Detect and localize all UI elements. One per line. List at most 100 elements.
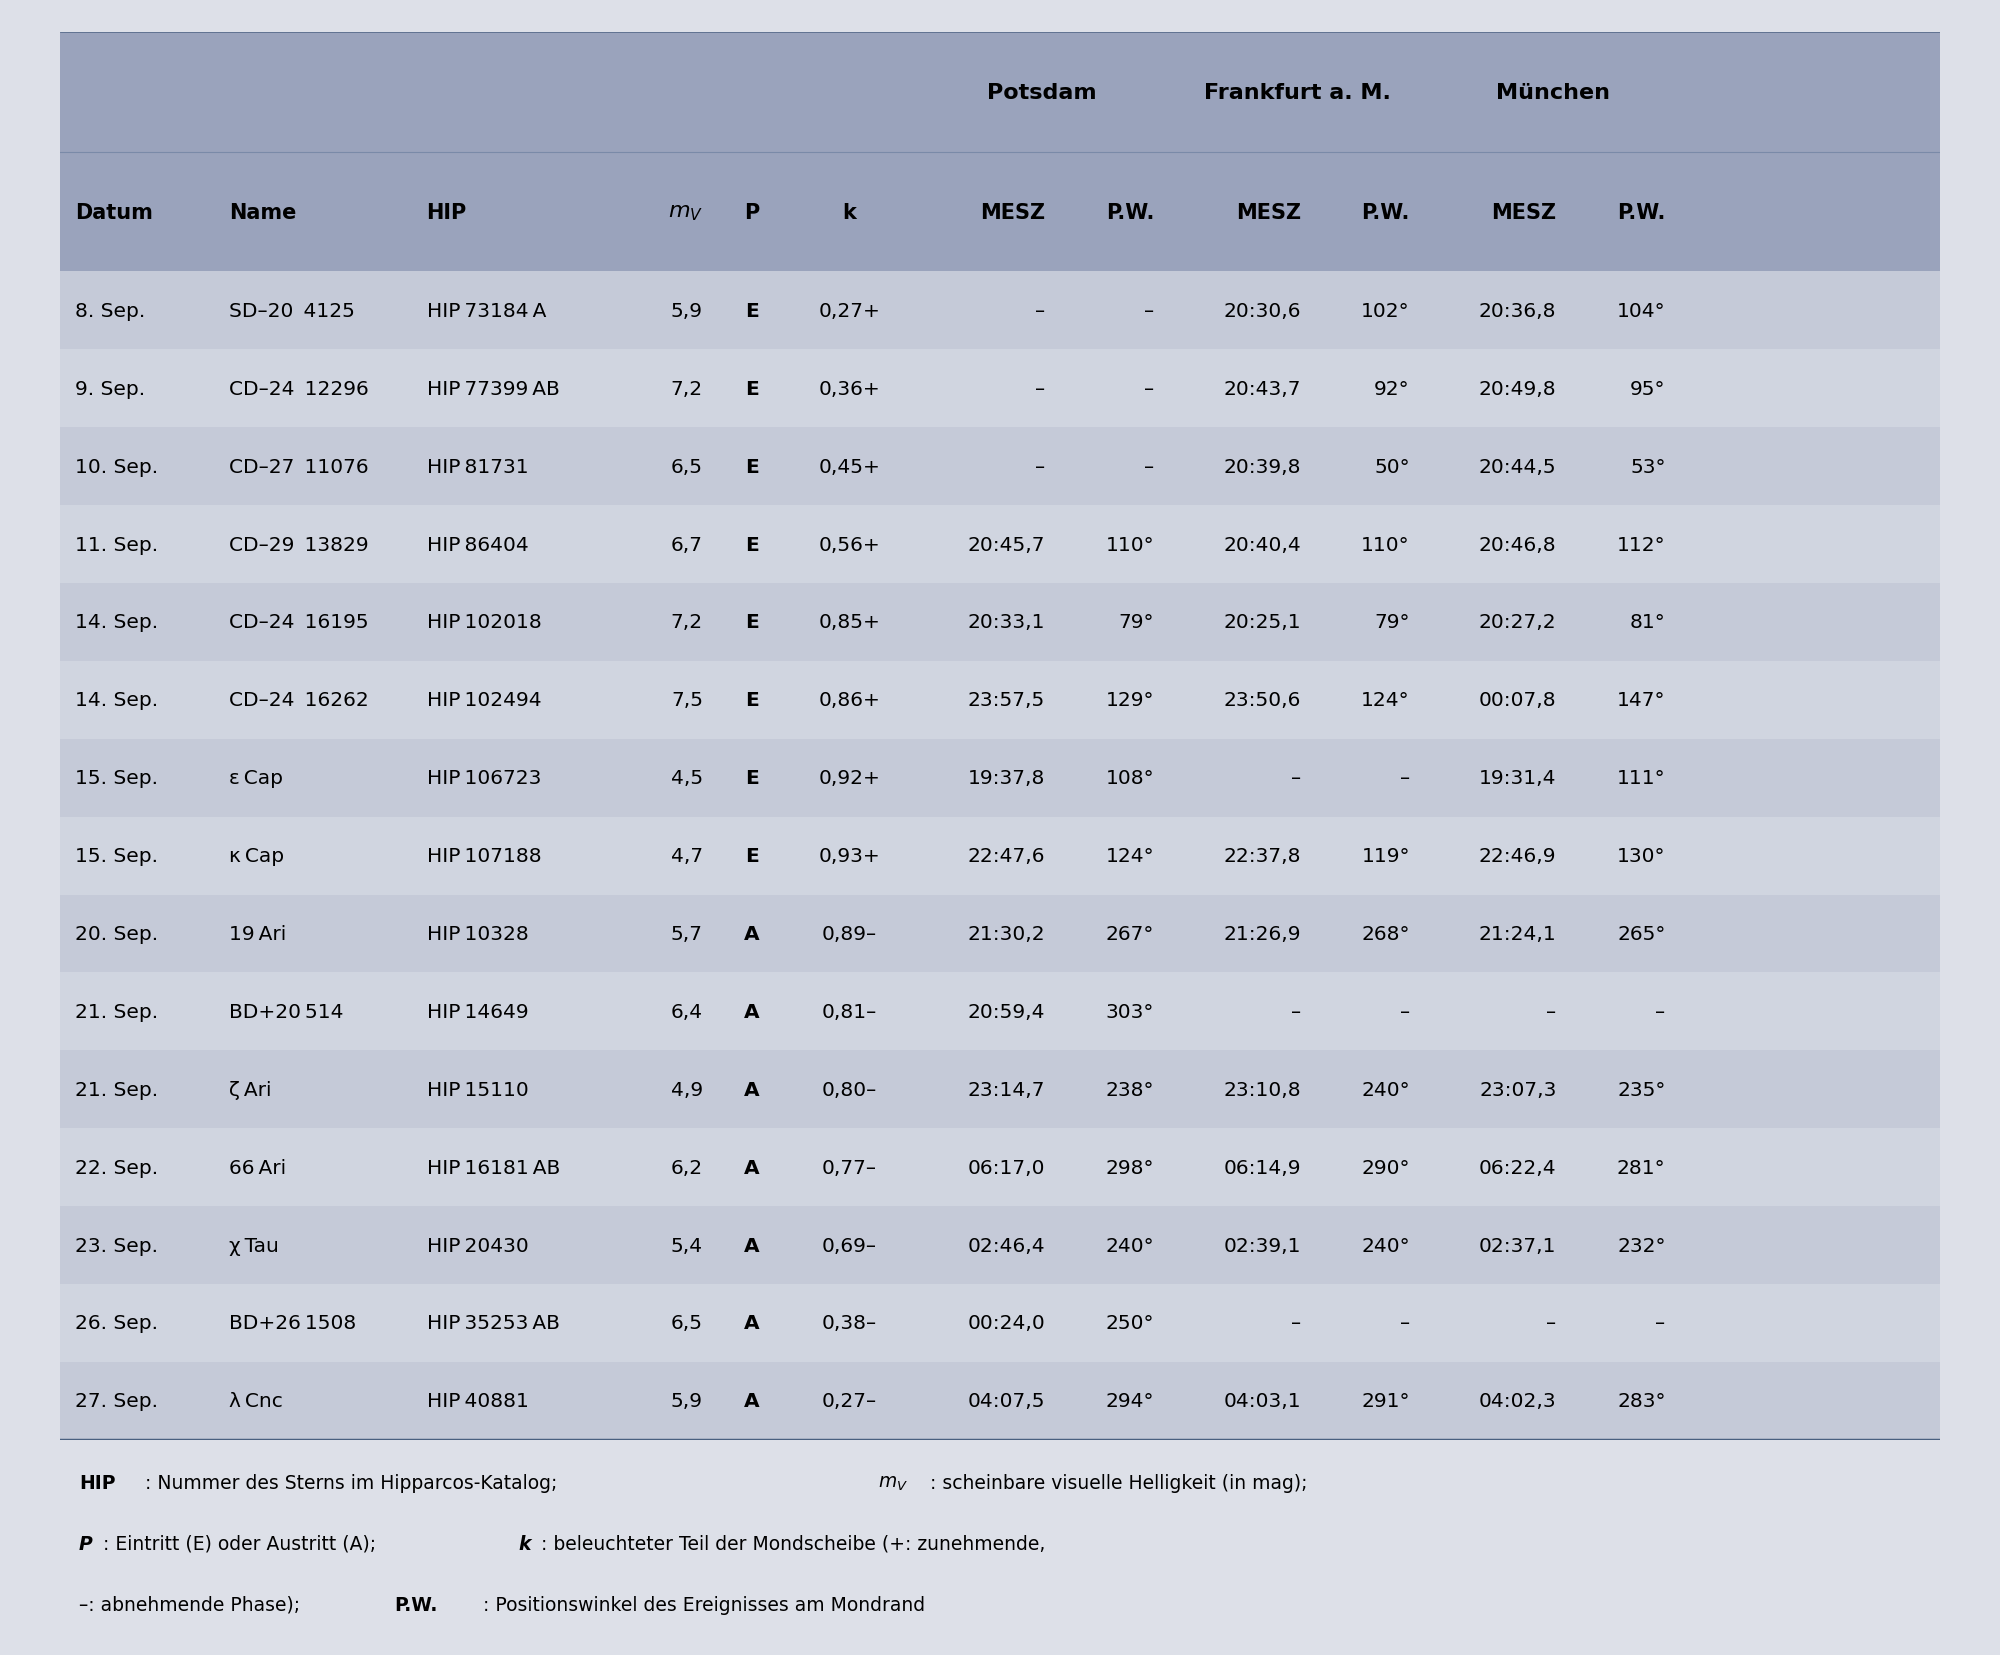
- Text: –: –: [1144, 301, 1154, 321]
- Text: –: abnehmende Phase);: –: abnehmende Phase);: [78, 1595, 306, 1614]
- Text: CD–24 16262: CD–24 16262: [230, 690, 368, 710]
- Text: –: –: [1546, 1314, 1556, 1332]
- Text: 267°: 267°: [1106, 925, 1154, 943]
- Text: 19 Ari: 19 Ari: [230, 925, 286, 943]
- Text: 129°: 129°: [1106, 690, 1154, 710]
- Text: 95°: 95°: [1630, 379, 1666, 399]
- Text: A: A: [744, 1158, 760, 1177]
- Text: 20:39,8: 20:39,8: [1224, 457, 1300, 477]
- Text: 108°: 108°: [1106, 768, 1154, 788]
- Text: 0,45+: 0,45+: [818, 457, 880, 477]
- Text: 20:33,1: 20:33,1: [968, 612, 1046, 632]
- Text: 9. Sep.: 9. Sep.: [76, 379, 146, 399]
- Text: 23:14,7: 23:14,7: [968, 1081, 1046, 1099]
- Text: 0,86+: 0,86+: [818, 690, 880, 710]
- Text: BD+20 514: BD+20 514: [230, 1003, 344, 1021]
- Text: 7,2: 7,2: [670, 612, 702, 632]
- Text: 268°: 268°: [1362, 925, 1410, 943]
- Text: E: E: [744, 535, 758, 554]
- Text: 0,56+: 0,56+: [818, 535, 880, 554]
- Bar: [60, 1129, 1940, 1206]
- Text: HIP 86404: HIP 86404: [426, 535, 528, 554]
- Bar: [60, 152, 1940, 273]
- Text: 5,4: 5,4: [670, 1236, 702, 1254]
- Text: 0,92+: 0,92+: [818, 768, 880, 788]
- Text: 20. Sep.: 20. Sep.: [76, 925, 158, 943]
- Text: HIP 77399 AB: HIP 77399 AB: [426, 379, 560, 399]
- Text: 23:10,8: 23:10,8: [1224, 1081, 1300, 1099]
- Text: χ Tau: χ Tau: [230, 1236, 280, 1254]
- Text: 240°: 240°: [1362, 1081, 1410, 1099]
- Text: 265°: 265°: [1618, 925, 1666, 943]
- Text: HIP 102018: HIP 102018: [426, 612, 542, 632]
- Bar: [60, 1284, 1940, 1362]
- Text: 281°: 281°: [1616, 1158, 1666, 1177]
- Text: 5,9: 5,9: [670, 1392, 702, 1410]
- Text: MESZ: MESZ: [1236, 202, 1300, 222]
- Text: 4,7: 4,7: [670, 847, 702, 866]
- Text: 22:37,8: 22:37,8: [1224, 847, 1300, 866]
- Text: 79°: 79°: [1118, 612, 1154, 632]
- Text: HIP 14649: HIP 14649: [426, 1003, 528, 1021]
- Bar: [60, 506, 1940, 584]
- Text: HIP 106723: HIP 106723: [426, 768, 540, 788]
- Text: A: A: [744, 925, 760, 943]
- Text: 20:43,7: 20:43,7: [1224, 379, 1300, 399]
- Text: –: –: [1656, 1003, 1666, 1021]
- Text: HIP 81731: HIP 81731: [426, 457, 528, 477]
- Text: 10. Sep.: 10. Sep.: [76, 457, 158, 477]
- Text: : Eintritt (E) oder Austritt (A);: : Eintritt (E) oder Austritt (A);: [104, 1534, 382, 1552]
- Text: 0,80–: 0,80–: [822, 1081, 878, 1099]
- Text: –: –: [1290, 768, 1300, 788]
- Text: 21:30,2: 21:30,2: [968, 925, 1046, 943]
- Text: Potsdam: Potsdam: [986, 83, 1096, 103]
- Bar: [60, 273, 1940, 351]
- Bar: [60, 351, 1940, 429]
- Bar: [60, 1362, 1940, 1440]
- Text: 53°: 53°: [1630, 457, 1666, 477]
- Text: 92°: 92°: [1374, 379, 1410, 399]
- Text: ζ Ari: ζ Ari: [230, 1081, 272, 1099]
- Text: P: P: [744, 202, 760, 222]
- Text: 81°: 81°: [1630, 612, 1666, 632]
- Text: 11. Sep.: 11. Sep.: [76, 535, 158, 554]
- Text: –: –: [1290, 1314, 1300, 1332]
- Text: P.W.: P.W.: [1618, 202, 1666, 222]
- Text: 20:45,7: 20:45,7: [968, 535, 1046, 554]
- Text: 294°: 294°: [1106, 1392, 1154, 1410]
- Text: 7,2: 7,2: [670, 379, 702, 399]
- Text: 20:27,2: 20:27,2: [1478, 612, 1556, 632]
- Text: –: –: [1656, 1314, 1666, 1332]
- Bar: [60, 1051, 1940, 1129]
- Text: ε Cap: ε Cap: [230, 768, 284, 788]
- Text: 232°: 232°: [1618, 1236, 1666, 1254]
- Text: HIP 73184 A: HIP 73184 A: [426, 301, 546, 321]
- Text: 26. Sep.: 26. Sep.: [76, 1314, 158, 1332]
- Text: Frankfurt a. M.: Frankfurt a. M.: [1204, 83, 1390, 103]
- Text: 15. Sep.: 15. Sep.: [76, 768, 158, 788]
- Text: CD–27 11076: CD–27 11076: [230, 457, 368, 477]
- Text: 27. Sep.: 27. Sep.: [76, 1392, 158, 1410]
- Text: 23. Sep.: 23. Sep.: [76, 1236, 158, 1254]
- Bar: [60, 429, 1940, 506]
- Text: 22. Sep.: 22. Sep.: [76, 1158, 158, 1177]
- Text: –: –: [1546, 1003, 1556, 1021]
- Text: HIP 40881: HIP 40881: [426, 1392, 528, 1410]
- Text: k: k: [518, 1534, 532, 1552]
- Text: 20:46,8: 20:46,8: [1478, 535, 1556, 554]
- Text: E: E: [744, 847, 758, 866]
- Text: 104°: 104°: [1616, 301, 1666, 321]
- Bar: [60, 584, 1940, 662]
- Text: –: –: [1400, 768, 1410, 788]
- Text: 6,7: 6,7: [670, 535, 702, 554]
- Bar: [60, 973, 1940, 1051]
- Text: E: E: [744, 457, 758, 477]
- Text: 0,27–: 0,27–: [822, 1392, 878, 1410]
- Text: 15. Sep.: 15. Sep.: [76, 847, 158, 866]
- Text: 124°: 124°: [1362, 690, 1410, 710]
- Text: 0,89–: 0,89–: [822, 925, 878, 943]
- Text: MESZ: MESZ: [980, 202, 1046, 222]
- Text: 240°: 240°: [1362, 1236, 1410, 1254]
- Text: P.W.: P.W.: [394, 1595, 438, 1614]
- Text: : Positionswinkel des Ereignisses am Mondrand: : Positionswinkel des Ereignisses am Mon…: [484, 1595, 926, 1614]
